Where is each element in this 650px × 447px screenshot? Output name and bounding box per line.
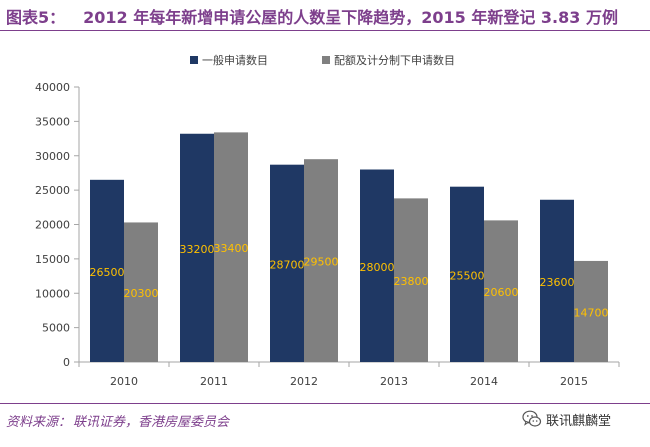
x-tick-label: 2014 (470, 375, 498, 388)
data-label: 28000 (360, 261, 395, 274)
y-tick-label: 20000 (35, 219, 70, 232)
data-label: 25500 (450, 269, 485, 282)
y-tick-label: 5000 (42, 322, 70, 335)
bar-general-2011 (180, 133, 214, 362)
data-label: 23800 (394, 275, 429, 288)
data-label: 33200 (180, 243, 215, 256)
bar-general-2015 (540, 199, 574, 362)
legend-swatch (322, 56, 330, 64)
legend-swatch (190, 56, 198, 64)
figure-title: 图表5： 2012 年每年新增申请公屋的人数呈下降趋势，2015 年新登记 3.8… (6, 4, 618, 28)
y-tick-label: 10000 (35, 287, 70, 300)
source-text: 联讯证券，香港房屋委员会 (73, 415, 230, 430)
x-tick-label: 2011 (200, 375, 228, 388)
y-tick-label: 30000 (35, 150, 70, 163)
source-note: 资料来源： 联讯证券，香港房屋委员会 (6, 411, 229, 430)
title-divider (0, 30, 650, 31)
data-labels: 26500 33200 28700 28000 25500 23600 20300 33400… (90, 242, 609, 319)
y-axis: 0 5000 10000 15000 20000 25000 30000 35000 40000 (35, 81, 80, 369)
x-axis: 2010 2011 2012 2013 2014 2015 (78, 361, 620, 388)
legend-label: 配额及计分制下申请数目 (334, 54, 455, 67)
bar-general-2013 (360, 169, 394, 362)
bar-quota-2013 (394, 198, 428, 362)
data-label: 28700 (270, 258, 305, 271)
bar-quota-2015 (574, 260, 608, 362)
source-label: 资料来源： (6, 415, 72, 430)
brand-name: 联讯麒麟堂 (546, 413, 612, 429)
y-tick-label: 25000 (35, 184, 70, 197)
data-label: 23600 (540, 276, 575, 289)
bar-quota-2014 (484, 220, 518, 362)
bar-quota-2011 (214, 132, 248, 362)
data-label: 14700 (574, 306, 609, 319)
bar-general-2012 (270, 164, 304, 362)
bar-general-2010 (90, 179, 124, 362)
brand-watermark: 联讯麒麟堂 (522, 409, 611, 429)
y-tick-label: 40000 (35, 81, 70, 94)
chart-legend: 一般申请数目 配额及计分制下申请数目 (190, 54, 455, 67)
data-label: 29500 (304, 256, 339, 269)
figure-title-text: 2012 年每年新增申请公屋的人数呈下降趋势，2015 年新登记 3.83 万例 (83, 8, 618, 27)
wechat-icon (522, 410, 542, 427)
y-tick-label: 15000 (35, 253, 70, 266)
data-label: 20600 (484, 286, 519, 299)
x-tick-label: 2012 (290, 375, 318, 388)
legend-label: 一般申请数目 (202, 54, 268, 67)
bar-quota-2012 (304, 159, 338, 362)
data-label: 20300 (124, 287, 159, 300)
y-tick-label: 35000 (35, 115, 70, 128)
x-tick-label: 2013 (380, 375, 408, 388)
footer-divider (0, 403, 650, 404)
x-tick-label: 2015 (560, 375, 588, 388)
y-tick-label: 0 (63, 356, 70, 369)
x-tick-label: 2010 (110, 375, 138, 388)
data-label: 33400 (214, 242, 249, 255)
figure-number: 图表5： (6, 8, 66, 27)
bar-chart: 一般申请数目 配额及计分制下申请数目 0 5000 10000 15000 20000 25… (35, 54, 620, 388)
bar-general-2014 (450, 186, 484, 362)
bar-series (90, 132, 608, 362)
data-label: 26500 (90, 266, 125, 279)
bar-quota-2010 (124, 222, 158, 362)
